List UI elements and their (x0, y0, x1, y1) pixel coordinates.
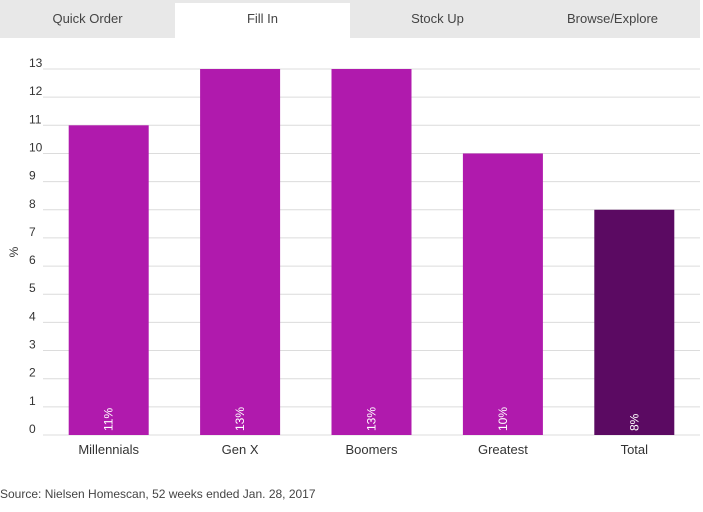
source-note: Source: Nielsen Homescan, 52 weeks ended… (0, 487, 316, 501)
y-tick-label: 5 (29, 281, 36, 295)
bar-greatest (462, 153, 543, 435)
y-axis-label: % (7, 246, 21, 257)
x-tick-label: Boomers (345, 442, 398, 457)
x-tick-label: Total (621, 442, 649, 457)
bar-chart: 012345678910111213%11%Millennials13%Gen … (7, 56, 700, 457)
bar-gen-x (200, 69, 281, 435)
bar-millennials (68, 125, 149, 436)
tab-browse-explore[interactable]: Browse/Explore (566, 11, 659, 26)
y-tick-label: 2 (29, 366, 36, 380)
y-tick-label: 3 (29, 338, 36, 352)
y-tick-label: 12 (29, 84, 43, 98)
data-label: 13% (365, 407, 379, 431)
y-tick-label: 8 (29, 197, 36, 211)
bar-boomers (331, 69, 412, 435)
y-tick-label: 6 (29, 253, 36, 267)
data-label: 13% (233, 407, 247, 431)
data-label: 10% (496, 407, 510, 431)
y-tick-label: 0 (29, 422, 36, 436)
y-tick-label: 9 (29, 169, 36, 183)
y-tick-label: 11 (29, 112, 42, 126)
tab-stock-up[interactable]: Stock Up (411, 11, 464, 26)
x-tick-label: Gen X (222, 442, 259, 457)
tab-bar: Quick Order Fill In Stock Up Browse/Expl… (0, 0, 700, 38)
tab-fill-in[interactable]: Fill In (175, 0, 350, 38)
y-tick-label: 10 (29, 140, 43, 154)
y-tick-label: 7 (29, 225, 36, 239)
y-tick-label: 13 (29, 56, 43, 70)
x-tick-label: Millennials (78, 442, 139, 457)
data-label: 11% (102, 408, 116, 431)
x-tick-label: Greatest (478, 442, 528, 457)
bar-total (594, 209, 675, 435)
data-label: 8% (627, 413, 641, 431)
y-tick-label: 1 (29, 394, 36, 408)
tab-quick-order[interactable]: Quick Order (52, 11, 123, 26)
y-tick-label: 4 (29, 309, 36, 323)
